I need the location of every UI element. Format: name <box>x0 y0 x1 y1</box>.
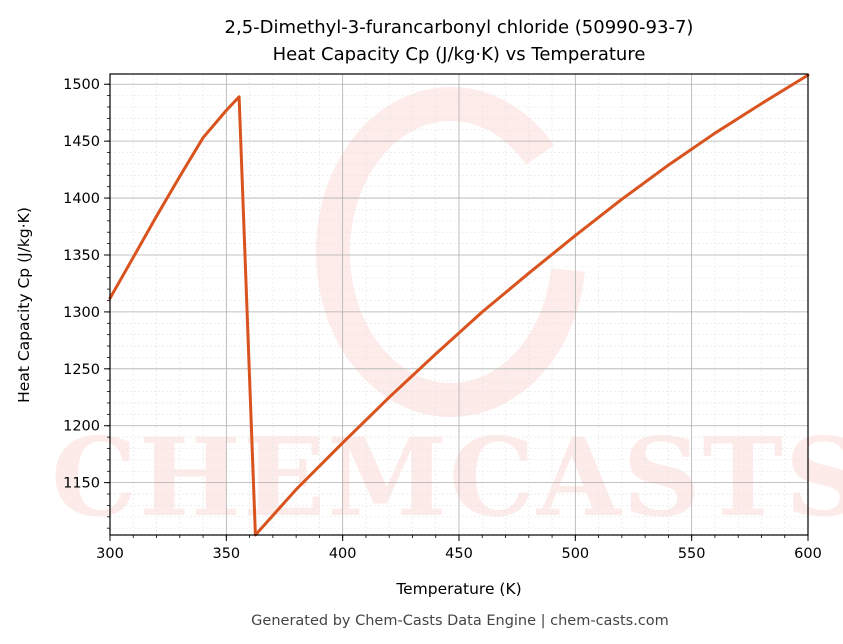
x-axis-label: Temperature (K) <box>395 580 521 598</box>
x-tick-label: 550 <box>678 546 706 562</box>
y-tick-label: 1150 <box>63 476 100 492</box>
chart-title-line2: Heat Capacity Cp (J/kg·K) vs Temperature <box>273 44 646 65</box>
y-tick-label: 1500 <box>63 77 100 93</box>
watermark-logo: CHEMCASTS <box>51 87 843 541</box>
footer-credit: Generated by Chem-Casts Data Engine | ch… <box>251 613 669 629</box>
x-tick-label: 300 <box>96 546 124 562</box>
x-tick-label: 600 <box>794 546 822 562</box>
x-tick-label: 450 <box>445 546 473 562</box>
y-axis-label: Heat Capacity Cp (J/kg·K) <box>15 207 33 403</box>
series-group <box>108 73 810 537</box>
y-tick-label: 1250 <box>63 362 100 378</box>
x-tick-label: 500 <box>561 546 589 562</box>
y-tick-label: 1350 <box>63 248 100 264</box>
watermark-text: CHEMCASTS <box>51 415 843 541</box>
x-tick-label: 350 <box>212 546 240 562</box>
axis-ticks: 300 350 400 450 500 550 600 1150 1200 1250 1300 135… <box>63 77 822 562</box>
chart-title-line1: 2,5-Dimethyl-3-furancarbonyl chloride (5… <box>225 17 694 38</box>
x-tick-label: 400 <box>329 546 357 562</box>
y-tick-label: 1300 <box>63 305 100 321</box>
y-tick-label: 1400 <box>63 191 100 207</box>
y-tick-label: 1450 <box>63 134 100 150</box>
series-line-1 <box>108 73 810 537</box>
y-tick-label: 1200 <box>63 419 100 435</box>
